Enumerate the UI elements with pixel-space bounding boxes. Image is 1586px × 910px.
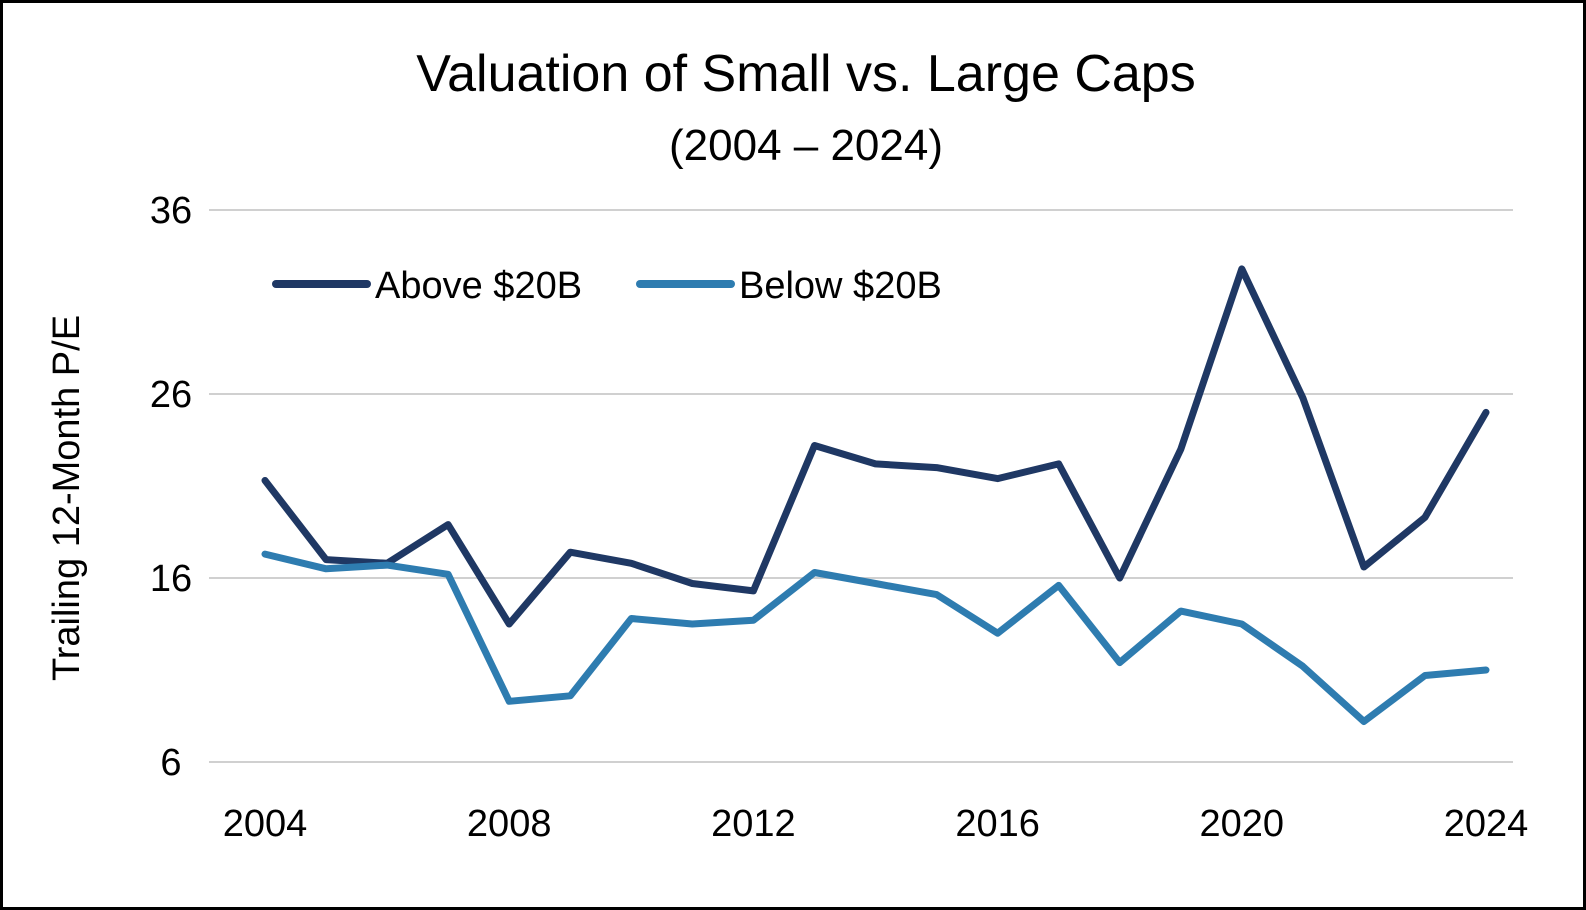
x-tick-label: 2020 xyxy=(1200,803,1285,845)
y-axis-label: Trailing 12-Month P/E xyxy=(46,315,88,681)
line-chart: Valuation of Small vs. Large Caps (2004 … xyxy=(46,45,1529,845)
legend-label-below-20b: Below $20B xyxy=(739,265,942,307)
x-tick-label: 2008 xyxy=(467,803,552,845)
y-tick-label: 6 xyxy=(160,742,181,784)
y-axis-ticks: 36 26 16 6 xyxy=(150,190,192,784)
x-tick-label: 2016 xyxy=(955,803,1040,845)
series-line-below-20b xyxy=(261,550,1490,725)
series-lines xyxy=(261,265,1490,725)
legend: Above $20B Below $20B xyxy=(272,265,942,307)
x-tick-label: 2004 xyxy=(223,803,308,845)
chart-title: Valuation of Small vs. Large Caps xyxy=(416,45,1195,103)
y-tick-label: 16 xyxy=(150,558,192,600)
x-axis-ticks: 2004 2008 2012 2016 2020 2024 xyxy=(223,803,1529,845)
x-tick-label: 2012 xyxy=(711,803,796,845)
x-tick-label: 2024 xyxy=(1444,803,1529,845)
series-line-above-20b xyxy=(261,265,1490,628)
legend-label-above-20b: Above $20B xyxy=(375,265,582,307)
y-tick-label: 26 xyxy=(150,374,192,416)
chart-subtitle: (2004 – 2024) xyxy=(669,121,943,170)
y-tick-label: 36 xyxy=(150,190,192,232)
